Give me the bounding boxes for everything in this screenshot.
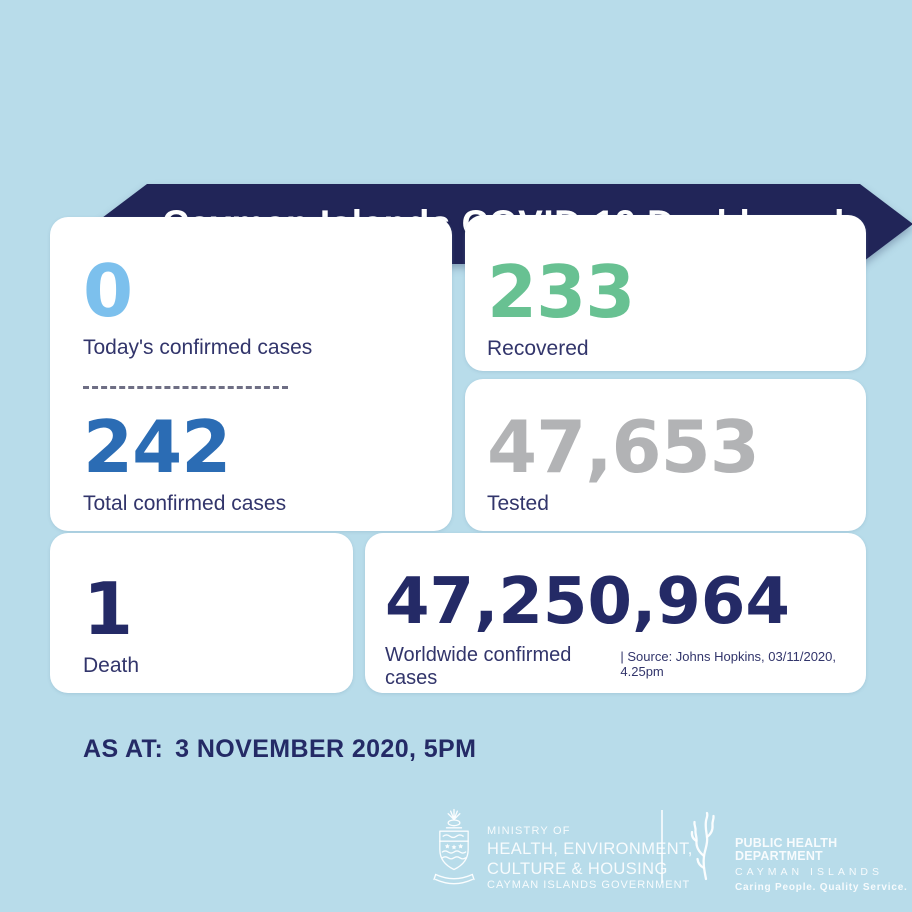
as-at-timestamp: AS AT: 3 NOVEMBER 2020, 5PM xyxy=(83,735,476,764)
card-confirmed-cases: 0 Today's confirmed cases 242 Total conf… xyxy=(50,217,452,531)
phd-line: CAYMAN ISLANDS xyxy=(735,866,883,878)
card-death: 1 Death xyxy=(50,533,353,693)
ministry-line: CAYMAN ISLANDS GOVERNMENT xyxy=(487,879,691,891)
ministry-line: HEALTH, ENVIRONMENT, xyxy=(487,840,693,858)
ministry-line: MINISTRY OF xyxy=(487,825,571,837)
today-cases-label: Today's confirmed cases xyxy=(83,336,313,359)
total-cases-value: 242 xyxy=(83,405,231,489)
footer: MINISTRY OF HEALTH, ENVIRONMENT, CULTURE… xyxy=(0,805,912,900)
footer-divider xyxy=(661,810,663,883)
ministry-line: CULTURE & HOUSING xyxy=(487,859,668,878)
ministry-text-block: MINISTRY OF HEALTH, ENVIRONMENT, CULTURE… xyxy=(487,826,693,891)
today-cases-value: 0 xyxy=(83,249,133,333)
as-at-label: AS AT: xyxy=(83,735,164,763)
public-health-text-block: PUBLIC HEALTH DEPARTMENT CAYMAN ISLANDS … xyxy=(735,837,912,893)
title-banner: Cayman Islands COVID-19 Dashboard xyxy=(47,92,912,264)
coral-icon xyxy=(690,811,715,881)
card-recovered: 233 Recovered xyxy=(465,215,866,371)
recovered-label: Recovered xyxy=(487,337,589,360)
phd-line: PUBLIC HEALTH DEPARTMENT xyxy=(735,836,838,863)
card-worldwide: 47,250,964 Worldwide confirmed cases | S… xyxy=(365,533,866,693)
card-tested: 47,653 Tested xyxy=(465,379,866,531)
cayman-coat-of-arms-icon xyxy=(433,808,475,885)
death-value: 1 xyxy=(83,567,133,651)
tested-value: 47,653 xyxy=(487,405,760,489)
tested-label: Tested xyxy=(487,492,549,515)
death-label: Death xyxy=(83,654,140,677)
worldwide-label: Worldwide confirmed cases xyxy=(385,644,572,689)
worldwide-value: 47,250,964 xyxy=(385,565,790,639)
recovered-value: 233 xyxy=(487,250,635,334)
total-cases-label: Total confirmed cases xyxy=(83,492,287,515)
dashed-divider xyxy=(83,386,288,389)
worldwide-source: | Source: Johns Hopkins, 03/11/2020, 4.2… xyxy=(620,649,836,679)
as-at-value: 3 NOVEMBER 2020, 5PM xyxy=(175,735,477,763)
phd-line: Caring People. Quality Service. xyxy=(735,881,908,893)
